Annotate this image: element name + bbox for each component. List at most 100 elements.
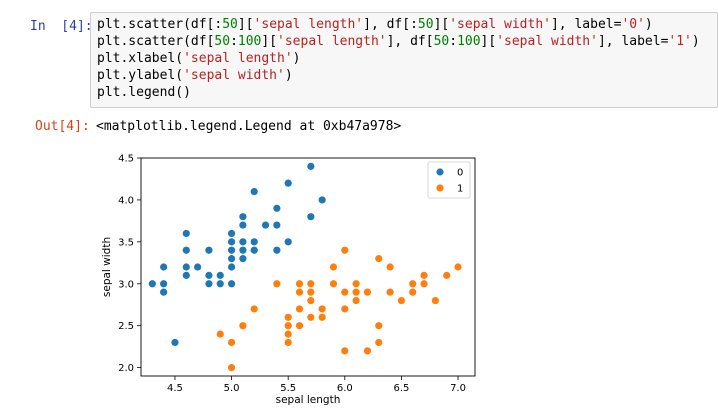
legend-marker-1	[436, 184, 444, 192]
code-string-token: '1'	[668, 34, 692, 49]
data-point-series-1	[386, 263, 394, 271]
data-point-series-0	[205, 280, 213, 288]
code-token: plt.xlabel(	[97, 51, 184, 66]
data-point-series-0	[307, 162, 315, 170]
code-token: ], label=	[597, 34, 669, 49]
data-point-series-0	[227, 255, 236, 263]
y-axis-label: sepal width	[101, 237, 113, 297]
data-point-series-0	[227, 263, 236, 271]
code-token: plt.scatter(df[	[97, 34, 215, 49]
code-string-token: 'sepal width'	[183, 68, 285, 83]
code-line: plt.ylabel('sepal width')	[97, 67, 711, 84]
data-point-series-1	[250, 305, 258, 313]
data-point-series-0	[261, 221, 270, 229]
data-point-series-0	[182, 229, 190, 238]
data-point-series-1	[386, 288, 394, 296]
code-token: ], df[	[386, 34, 434, 49]
legend-marker-0	[436, 168, 444, 176]
code-string-token: 'sepal length'	[277, 34, 387, 49]
code-token: )	[691, 34, 700, 49]
data-point-series-1	[409, 280, 417, 288]
code-token: ][	[480, 34, 497, 49]
data-point-series-1	[329, 280, 338, 288]
data-point-series-1	[318, 313, 326, 321]
data-point-series-1	[284, 322, 292, 330]
data-point-series-0	[160, 288, 168, 296]
data-point-series-0	[194, 263, 202, 271]
code-line: plt.scatter(df[:50]['sepal length'], df[…	[97, 16, 711, 33]
code-number-token: 50	[417, 17, 434, 32]
data-point-series-1	[284, 338, 292, 347]
x-tick-label: 5.0	[224, 383, 240, 394]
data-point-series-1	[352, 296, 360, 305]
code-string-token: 'sepal length'	[183, 51, 293, 66]
data-point-series-1	[273, 280, 281, 288]
data-point-series-1	[284, 330, 292, 338]
data-point-series-1	[307, 313, 315, 321]
data-point-series-0	[216, 271, 224, 279]
scatter-chart-svg: 4.5 5.0 5.5 6.0 6.5 7.0 2.0 2.5 3.0 3.5 4.0 4.5 sepa…	[101, 154, 476, 406]
x-tick-label: 6.0	[337, 383, 353, 394]
legend-label: 1	[457, 184, 463, 195]
code-token: :	[230, 34, 238, 49]
data-point-series-0	[160, 263, 168, 271]
data-point-series-0	[239, 255, 247, 263]
code-token: ][	[261, 34, 278, 49]
data-point-series-1	[295, 322, 304, 330]
data-point-series-0	[250, 187, 258, 196]
data-point-series-1	[295, 280, 304, 288]
data-point-series-0	[227, 280, 236, 288]
data-point-series-0	[216, 280, 224, 288]
data-point-series-1	[363, 347, 372, 355]
data-point-series-1	[375, 338, 383, 347]
y-tick-label: 2.0	[118, 363, 134, 374]
data-point-series-0	[227, 246, 236, 254]
x-tick-label: 4.5	[167, 383, 183, 394]
scatter-plot: 4.5 5.0 5.5 6.0 6.5 7.0 2.0 2.5 3.0 3.5 4.0 4.5 sepa…	[90, 148, 490, 414]
code-input-area[interactable]: plt.scatter(df[:50]['sepal length'], df[…	[90, 12, 718, 108]
code-line: plt.legend()	[97, 84, 711, 101]
data-point-series-0	[239, 213, 247, 221]
data-point-series-0	[205, 271, 213, 279]
data-point-series-0	[160, 280, 168, 288]
data-point-series-0	[273, 204, 281, 212]
code-token: ], label=	[550, 17, 622, 32]
data-point-series-0	[239, 238, 247, 246]
code-string-token: '0'	[621, 17, 645, 32]
data-point-series-1	[363, 288, 372, 296]
data-point-series-1	[375, 322, 383, 330]
data-point-series-1	[443, 271, 451, 279]
code-token: ][	[237, 17, 254, 32]
data-point-series-1	[216, 330, 224, 338]
code-token: plt.ylabel(	[97, 68, 184, 83]
data-point-series-1	[397, 296, 406, 305]
data-point-series-0	[284, 179, 292, 187]
data-point-series-1	[295, 305, 304, 313]
code-number-token: 50	[214, 34, 231, 49]
data-point-series-1	[307, 296, 315, 305]
x-tick-label: 7.0	[450, 383, 466, 394]
data-point-series-1	[341, 347, 349, 355]
data-point-series-1	[341, 246, 349, 254]
code-number-token: 100	[457, 34, 481, 49]
data-point-series-1	[341, 305, 349, 313]
data-point-series-0	[273, 221, 281, 229]
data-point-series-0	[284, 238, 292, 246]
data-point-series-1	[454, 263, 462, 271]
code-line: plt.xlabel('sepal length')	[97, 50, 711, 67]
data-point-series-1	[420, 280, 428, 288]
data-point-series-1	[431, 296, 439, 305]
output-prompt: Out[4]:	[35, 119, 90, 134]
code-string-token: 'sepal width'	[449, 17, 551, 32]
data-point-series-1	[227, 338, 236, 347]
data-point-series-0	[182, 246, 190, 254]
y-tick-label: 4.0	[118, 195, 134, 206]
data-point-series-1	[341, 288, 349, 296]
data-point-series-0	[307, 213, 315, 221]
code-token: ][	[433, 17, 450, 32]
data-point-series-1	[307, 280, 315, 288]
code-token: )	[644, 17, 653, 32]
legend-label: 0	[457, 168, 463, 179]
data-point-series-1	[295, 288, 304, 296]
data-point-series-0	[182, 263, 190, 271]
